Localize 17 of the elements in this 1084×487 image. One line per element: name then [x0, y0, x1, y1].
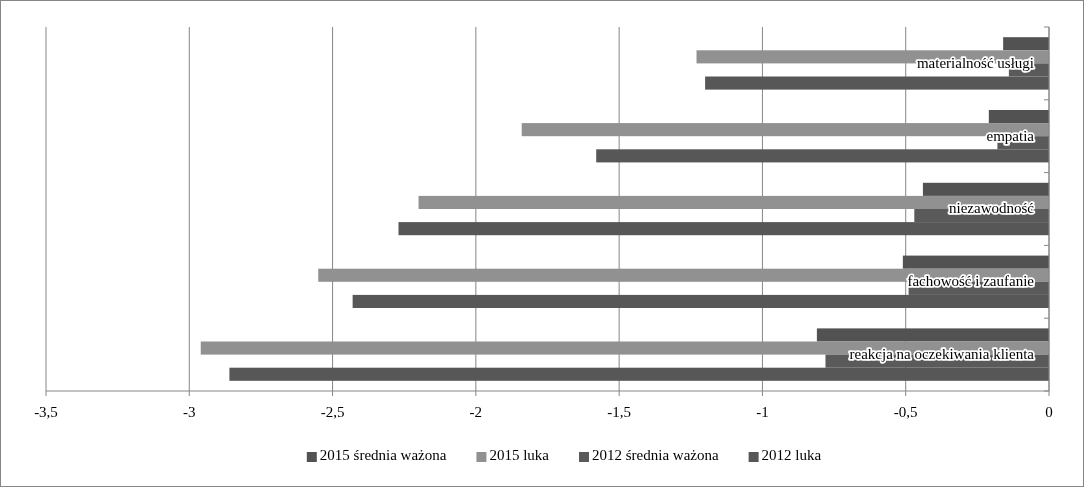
legend-label: 2012 średnia ważona — [592, 447, 719, 464]
x-tick-label: -0,5 — [893, 404, 918, 421]
x-tick-label: -3,5 — [34, 404, 58, 421]
x-tick-label: -3 — [183, 404, 196, 421]
y-tick-label: reakcja na oczekiwania klienta — [849, 346, 1035, 363]
legend-label: 2015 średnia ważona — [319, 447, 447, 464]
x-tick-label: 0 — [1045, 404, 1053, 421]
x-tick-label: -2 — [469, 404, 483, 421]
y-tick-label: empatia — [986, 127, 1035, 144]
x-tick-label: -2,5 — [320, 404, 345, 421]
x-tick-label: -1,5 — [607, 404, 632, 421]
y-tick-label: fachowość i zaufanie — [907, 273, 1035, 290]
y-tick-label: materialność usługi — [916, 54, 1034, 71]
x-tick-label: -1 — [756, 404, 769, 421]
legend-label: 2012 luka — [761, 447, 822, 464]
legend-label: 2015 luka — [489, 447, 550, 464]
y-tick-label: niezawodność — [949, 200, 1035, 217]
